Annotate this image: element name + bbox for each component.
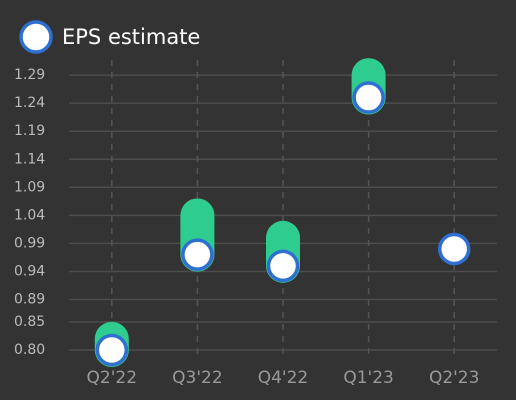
estimate-point: [266, 249, 300, 283]
legend-label: EPS estimate: [62, 25, 200, 49]
y-tick-label: 1.24: [14, 95, 45, 111]
estimate-point: [437, 232, 471, 266]
y-tick-label: 1.29: [14, 67, 45, 83]
x-tick-label: Q1'23: [343, 368, 394, 388]
y-tick-label: 0.89: [14, 292, 45, 308]
y-tick-label: 1.09: [14, 179, 45, 195]
y-tick-label: 1.19: [14, 123, 45, 139]
y-tick-label: 1.14: [14, 151, 45, 167]
y-tick-label: 1.04: [14, 207, 45, 223]
y-tick-label: 0.99: [14, 235, 45, 251]
y-tick-label: 0.80: [14, 342, 45, 358]
x-tick-label: Q3'22: [172, 368, 223, 388]
estimate-point: [352, 81, 385, 114]
estimate-point: [181, 238, 214, 271]
legend-marker: [19, 20, 53, 54]
x-tick-label: Q4'22: [258, 368, 309, 388]
y-tick-label: 0.85: [14, 314, 45, 330]
x-tick-label: Q2'23: [429, 368, 480, 388]
estimate-point: [95, 333, 129, 367]
y-tick-label: 0.94: [14, 263, 45, 279]
x-tick-label: Q2'22: [87, 368, 138, 388]
